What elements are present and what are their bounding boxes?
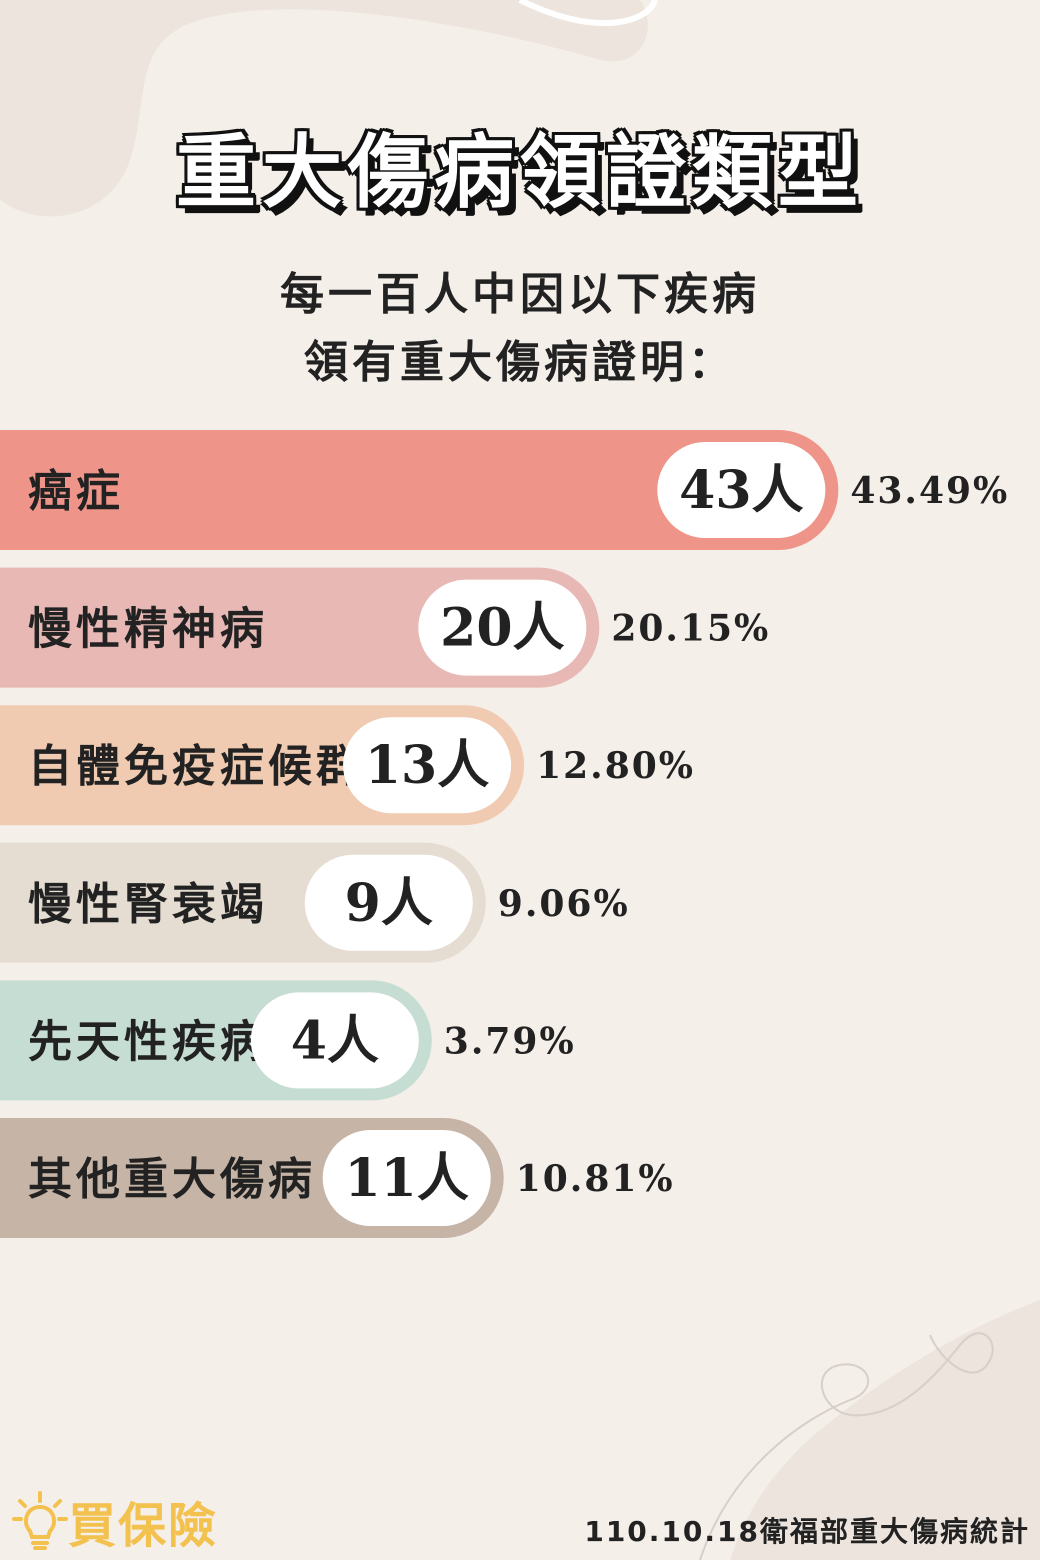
count-pill: [343, 717, 512, 814]
count-label: 20人: [440, 598, 564, 659]
category-label: 慢性精神病: [28, 604, 268, 655]
count-pill: [657, 442, 826, 538]
percent-label: 43.49%: [850, 470, 1009, 512]
count-label: 13人: [365, 735, 489, 796]
lightbulb-icon: [12, 1491, 68, 1550]
percent-label: 10.81%: [516, 1158, 675, 1200]
count-label: 4人: [291, 1010, 379, 1071]
count-pill: [322, 1130, 491, 1226]
category-label: 慢性腎衰竭: [28, 879, 268, 930]
count-pill: [250, 992, 419, 1089]
category-label: 癌症: [28, 466, 124, 517]
percent-label: 12.80%: [536, 745, 695, 787]
percent-label: 9.06%: [498, 883, 630, 925]
source-note: 110.10.18衛福部重大傷病統計: [584, 1515, 1030, 1548]
category-label: 先天性疾病: [28, 1016, 268, 1067]
count-label: 9人: [345, 873, 433, 934]
bar: [0, 430, 839, 550]
page-title: 重大傷病領證類型: [176, 126, 864, 219]
count-label: 43人: [679, 460, 803, 521]
count-pill: [418, 579, 587, 676]
percent-label: 3.79%: [444, 1020, 576, 1062]
brand-name: 買保險: [68, 1498, 219, 1554]
subtitle-line-1: 每一百人中因以下疾病: [280, 269, 760, 320]
brand-logo: 買保險: [12, 1486, 218, 1556]
count-pill: [304, 854, 473, 951]
subtitle-line-2: 領有重大傷病證明：: [304, 337, 736, 388]
category-label: 自體免疫症候群: [28, 741, 364, 792]
percent-label: 20.15%: [611, 608, 770, 650]
category-label: 其他重大傷病: [28, 1154, 316, 1205]
count-label: 11人: [345, 1148, 469, 1209]
